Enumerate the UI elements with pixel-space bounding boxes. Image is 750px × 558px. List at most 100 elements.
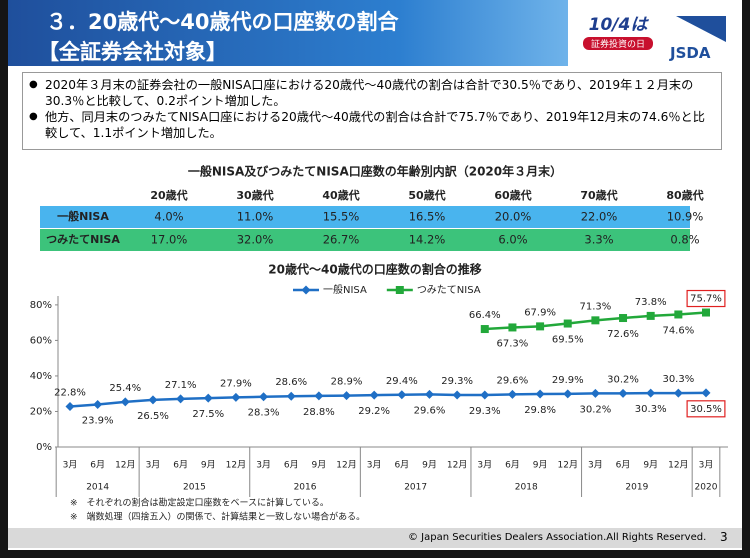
year-label: 2018	[515, 483, 538, 493]
data-point	[619, 314, 628, 323]
row-name: つみたてNISA	[46, 233, 120, 246]
badge: 10/4は 証券投資の日	[583, 10, 653, 50]
data-label: 28.3%	[248, 408, 280, 419]
data-label: 22.8%	[54, 387, 86, 398]
data-label: 73.8%	[635, 297, 667, 308]
x-tick-label: 12月	[558, 460, 578, 471]
year-label: 2019	[625, 483, 648, 493]
year-label: 2016	[294, 483, 317, 493]
x-tick-label: 3月	[146, 460, 161, 471]
x-tick-label: 3月	[588, 460, 603, 471]
legend-marker	[301, 285, 311, 295]
table-cell: 11.0%	[237, 210, 274, 224]
table-header: 60歳代	[494, 188, 531, 202]
table-row	[40, 229, 690, 251]
highlight-box	[686, 289, 726, 308]
x-tick-label: 9月	[643, 460, 658, 471]
table-cell: 32.0%	[237, 233, 274, 247]
data-label: 27.1%	[165, 380, 197, 391]
data-point	[702, 308, 710, 317]
data-point	[480, 325, 489, 334]
data-label: 28.9%	[331, 377, 363, 388]
data-point	[93, 400, 103, 410]
x-tick-label: 9月	[201, 460, 216, 471]
table-cell: 20.0%	[495, 210, 532, 224]
data-point	[314, 391, 324, 401]
y-tick-label: 40%	[30, 371, 52, 382]
bullet: 他方、同月末のつみたてNISA口座における20歳代～40歳代の割合は合計で75.…	[29, 109, 715, 141]
table-header: 50歳代	[408, 188, 445, 202]
data-point	[203, 393, 213, 403]
table-header: 40歳代	[322, 188, 359, 202]
data-point	[480, 390, 490, 400]
data-label: 66.4%	[469, 310, 501, 321]
data-point	[701, 388, 711, 398]
data-label: 27.9%	[220, 378, 252, 389]
table-cell: 17.0%	[151, 233, 188, 247]
table-cell: 0.8%	[670, 233, 699, 247]
data-point	[563, 319, 572, 328]
x-tick-label: 3月	[477, 460, 492, 471]
subtitle: 【全証券会社対象】	[38, 40, 227, 64]
data-point	[342, 391, 352, 401]
legend-label: 一般NISA	[323, 283, 367, 296]
table-cell: 6.0%	[498, 233, 527, 247]
table-header: 70歳代	[580, 188, 617, 202]
data-point	[590, 388, 600, 398]
bullet: 2020年３月末の証券会社の一般NISA口座における20歳代～40歳代の割合は合…	[29, 77, 715, 109]
x-tick-label: 3月	[63, 460, 78, 471]
data-label: 29.6%	[414, 405, 446, 416]
data-point	[674, 310, 683, 319]
x-tick-label: 12月	[336, 460, 356, 471]
chart-title: 20歳代～40歳代の口座数の割合の推移	[268, 262, 481, 277]
data-label: 30.2%	[607, 374, 639, 385]
data-point	[148, 395, 158, 405]
chart: 一般NISA及びつみたてNISA口座数の年齢別内訳（2020年３月末）20歳代 3…	[30, 164, 728, 523]
data-point	[259, 392, 269, 402]
table-cell: 22.0%	[581, 210, 618, 224]
logo: JSDA	[670, 44, 711, 62]
table-cell: 4.0%	[154, 210, 183, 224]
x-tick-label: 6月	[90, 460, 105, 471]
table-header: 80歳代	[666, 188, 703, 202]
table-row	[40, 206, 690, 228]
data-label: 71.3%	[580, 301, 612, 312]
data-point	[591, 316, 600, 325]
data-label: 75.7%	[690, 294, 722, 305]
data-point	[397, 390, 407, 400]
badge-top: 10/4は	[588, 15, 648, 35]
y-tick-label: 60%	[30, 335, 52, 346]
footnote: ※ それぞれの割合は勘定設定口座数をベースに計算している。	[70, 497, 329, 509]
year-label: 2015	[183, 483, 206, 493]
x-tick-label: 6月	[505, 460, 520, 471]
data-point	[563, 389, 573, 399]
data-label: 26.5%	[137, 411, 169, 422]
x-tick-label: 12月	[226, 460, 246, 471]
data-point	[536, 322, 545, 331]
data-label: 67.3%	[497, 338, 529, 349]
table-header: 30歳代	[236, 188, 273, 202]
slide: ３．20歳代～40歳代の口座数の割合 【全証券会社対象】 10/4は 証券投資の…	[8, 0, 742, 550]
data-label: 27.5%	[192, 409, 224, 420]
x-tick-label: 9月	[312, 460, 327, 471]
data-label: 69.5%	[552, 335, 584, 346]
header-banner: ３．20歳代～40歳代の口座数の割合 【全証券会社対象】	[8, 0, 568, 66]
table-cell: 26.7%	[323, 233, 360, 247]
data-point	[507, 389, 517, 399]
x-tick-label: 6月	[394, 460, 409, 471]
footer: © Japan Securities Dealers Association.A…	[8, 528, 742, 548]
x-tick-label: 12月	[447, 460, 467, 471]
data-label: 30.5%	[690, 404, 722, 415]
data-point	[535, 389, 545, 399]
table-title: 一般NISA及びつみたてNISA口座数の年齢別内訳（2020年３月末）	[188, 164, 562, 179]
x-tick-label: 3月	[367, 460, 382, 471]
highlight-box	[686, 400, 726, 418]
data-label: 30.3%	[635, 404, 667, 415]
y-tick-label: 0%	[36, 442, 52, 453]
legend-label: つみたてNISA	[417, 284, 481, 296]
y-tick-label: 80%	[30, 300, 52, 311]
data-label: 29.9%	[552, 375, 584, 386]
row-name: 一般NISA	[57, 209, 109, 223]
data-label: 74.6%	[662, 325, 694, 336]
x-tick-label: 6月	[173, 460, 188, 471]
